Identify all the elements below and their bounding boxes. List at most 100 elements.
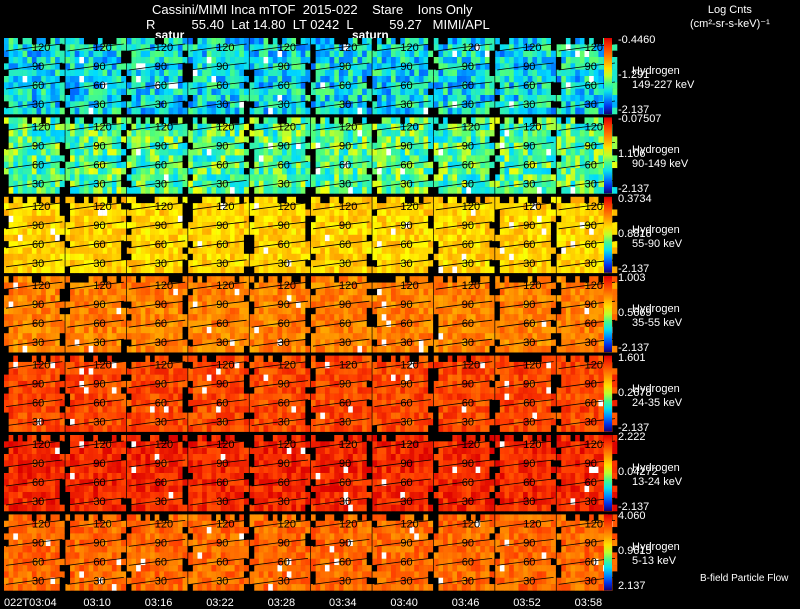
heatmap-cell: [230, 203, 235, 210]
heatmap-cell: [612, 76, 618, 83]
heatmap-cell: [372, 101, 378, 108]
heatmap-cell: [357, 196, 363, 204]
heatmap-cell: [457, 155, 462, 163]
pitch-angle-label: 30: [523, 99, 535, 111]
heatmap-cell: [532, 174, 538, 182]
heatmap-cell: [8, 288, 14, 296]
heatmap-cell: [131, 209, 137, 217]
heatmap-cell: [4, 187, 9, 194]
heatmap-cell: [541, 101, 547, 108]
heatmap-cell: [372, 44, 378, 51]
heatmap-cell: [598, 228, 604, 236]
heatmap-cell: [136, 142, 142, 150]
heatmap-cell: [225, 101, 231, 108]
heatmap-cell: [277, 155, 283, 163]
heatmap-cell: [243, 101, 249, 108]
heatmap-cell: [107, 57, 113, 64]
heatmap-cell: [31, 260, 37, 267]
heatmap-cell: [315, 174, 321, 182]
heatmap-cell: [484, 101, 490, 108]
heatmap-cell: [211, 174, 217, 182]
heatmap-cell: [404, 136, 410, 144]
heatmap-cell: [197, 130, 203, 137]
heatmap-cell: [579, 168, 585, 175]
heatmap-cell: [88, 95, 94, 102]
heatmap-cell: [457, 136, 462, 144]
heatmap-cell: [234, 180, 240, 188]
heatmap-cell: [377, 38, 382, 45]
heatmap-cell: [121, 107, 127, 115]
heatmap-cell: [291, 187, 297, 194]
heatmap-cell: [243, 63, 249, 70]
heatmap-cell: [230, 161, 235, 169]
heatmap-cell: [4, 180, 9, 188]
heatmap-cell: [443, 161, 449, 169]
heatmap-cell: [377, 69, 382, 77]
heatmap-cell: [177, 57, 183, 64]
pitch-angle-label: 30: [155, 258, 167, 270]
pitch-angle-contour: [128, 259, 186, 268]
heatmap-cell: [305, 88, 311, 96]
pitch-angle-label: 30: [93, 258, 105, 270]
heatmap-cell: [438, 228, 444, 236]
heatmap-cell: [475, 187, 481, 194]
heatmap-cell: [443, 76, 449, 83]
heatmap-cell: [504, 253, 510, 261]
heatmap-cell: [150, 38, 155, 45]
heatmap-cell: [381, 180, 387, 188]
heatmap-cell: [495, 155, 501, 163]
heatmap-cell: [111, 266, 117, 274]
heatmap-cell: [390, 57, 396, 64]
heatmap-cell: [230, 63, 235, 70]
heatmap-cell: [230, 76, 235, 83]
heatmap-cell: [480, 44, 486, 51]
heatmap-cell: [362, 82, 368, 89]
heatmap-cell: [239, 215, 245, 223]
heatmap-cell: [480, 123, 486, 131]
heatmap-cell: [22, 82, 28, 89]
heatmap-cell: [550, 88, 556, 96]
pitch-angle-contour: [497, 123, 554, 131]
heatmap-cell: [300, 142, 306, 150]
heatmap-cell: [79, 57, 85, 64]
heatmap-cell: [65, 38, 71, 45]
heatmap-cell: [277, 50, 283, 58]
heatmap-cell: [163, 76, 169, 83]
heatmap-cell: [126, 107, 132, 115]
heatmap-cell: [390, 253, 396, 261]
heatmap-cell: [22, 253, 28, 261]
heatmap-cell: [22, 203, 28, 210]
heatmap-cell: [575, 161, 581, 169]
heatmap-cell: [418, 88, 424, 96]
heatmap-cell: [263, 253, 269, 261]
heatmap-cell: [126, 123, 132, 131]
heatmap-cell: [348, 123, 354, 131]
heatmap-cell: [565, 215, 571, 223]
heatmap-cell: [93, 142, 99, 150]
heatmap-cell: [27, 168, 33, 175]
heatmap-cell: [484, 38, 490, 45]
heatmap-cell: [136, 222, 142, 229]
heatmap-cell: [499, 234, 505, 242]
heatmap-cell: [45, 107, 51, 115]
heatmap-cell: [282, 161, 288, 169]
heatmap-cell: [495, 123, 501, 131]
heatmap-cell: [239, 168, 245, 175]
heatmap-cell: [197, 136, 203, 144]
heatmap-cell: [220, 76, 226, 83]
heatmap-cell: [324, 69, 330, 77]
heatmap-cell: [523, 123, 529, 131]
heatmap-cell: [418, 180, 424, 188]
heatmap-cell: [154, 155, 160, 163]
heatmap-cell: [154, 247, 160, 255]
heatmap-cell: [159, 44, 165, 51]
heatmap-cell: [343, 101, 349, 108]
heatmap-cell: [433, 196, 439, 204]
heatmap-cell: [140, 38, 146, 45]
heatmap-cell: [414, 44, 420, 51]
heatmap-cell: [197, 69, 203, 77]
heatmap-cell: [550, 241, 556, 248]
heatmap-cell: [550, 101, 556, 108]
heatmap-cell: [499, 196, 505, 204]
